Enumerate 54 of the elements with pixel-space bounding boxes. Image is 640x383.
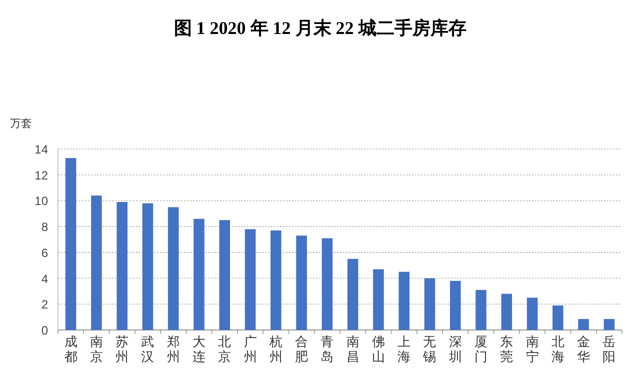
- x-tick-label: 北京: [218, 334, 232, 364]
- y-tick-label: 0: [41, 324, 48, 338]
- x-tick-label: 上海: [398, 334, 411, 364]
- bar: [194, 218, 204, 330]
- bar: [244, 229, 256, 330]
- x-tick-label: 厦门: [474, 334, 488, 364]
- x-tick-label: 岳阳: [602, 334, 616, 364]
- x-tick-label: 无锡: [422, 334, 436, 364]
- bar: [526, 298, 538, 330]
- chart-title: 图 1 2020 年 12 月末 22 城二手房库存: [174, 18, 466, 38]
- bar: [322, 238, 333, 330]
- x-tick-label: 郑州: [166, 334, 180, 364]
- x-tick-label: 大连: [192, 334, 206, 364]
- bar: [501, 294, 512, 330]
- x-tick-label: 北海: [551, 334, 564, 364]
- bar: [347, 258, 358, 330]
- bar: [116, 202, 128, 330]
- x-tick-label: 苏州: [116, 334, 129, 364]
- x-tick-label: 南昌: [346, 334, 360, 364]
- x-tick-label: 武汉: [141, 334, 154, 364]
- x-tick-label: 杭州: [268, 334, 282, 364]
- bar: [450, 280, 461, 330]
- bar: [373, 269, 384, 330]
- bar: [65, 158, 76, 330]
- bar: [424, 278, 436, 330]
- bar: [270, 230, 282, 330]
- bar: [578, 319, 589, 330]
- x-tick-label: 深圳: [448, 334, 462, 364]
- x-tick-label: 青岛: [320, 334, 334, 364]
- y-tick-label: 2: [41, 298, 48, 312]
- y-tick-label: 14: [34, 142, 48, 156]
- x-tick-label: 佛山: [372, 334, 385, 364]
- x-tick-label: 金华: [577, 334, 590, 364]
- x-tick-label: 广州: [244, 334, 257, 364]
- bar: [168, 207, 179, 330]
- bar: [476, 290, 486, 330]
- bar: [142, 203, 154, 330]
- y-axis-title: 万套: [10, 118, 32, 130]
- bar: [91, 196, 102, 330]
- x-tick-label: 成都: [64, 334, 78, 364]
- y-tick-label: 6: [41, 246, 48, 260]
- bar: [398, 272, 410, 330]
- x-tick-label: 南宁: [526, 334, 539, 364]
- bar: [604, 319, 615, 330]
- bar: [296, 236, 307, 330]
- x-tick-label: 南京: [90, 334, 103, 364]
- y-tick-label: 12: [34, 168, 48, 182]
- x-tick-label: 合肥: [295, 334, 308, 364]
- bar: [219, 220, 230, 330]
- x-tick-label: 东莞: [500, 334, 514, 364]
- y-tick-label: 10: [34, 194, 48, 208]
- y-tick-label: 4: [41, 272, 48, 286]
- y-tick-label: 8: [41, 220, 48, 234]
- bar: [552, 305, 564, 330]
